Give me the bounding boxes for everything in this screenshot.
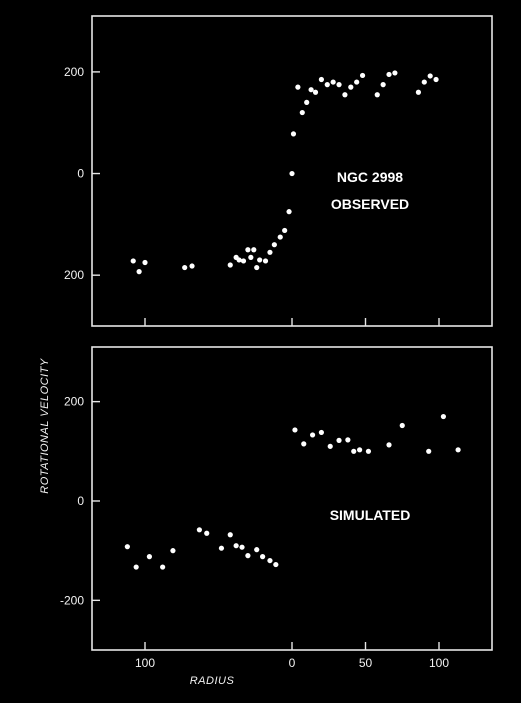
data-point (348, 84, 354, 90)
data-point (421, 79, 427, 85)
data-point (440, 413, 447, 420)
data-point (336, 82, 342, 88)
data-point (374, 92, 380, 98)
data-point (290, 131, 297, 137)
y-tick-label: 200 (64, 395, 84, 409)
data-point (133, 564, 139, 570)
data-point (273, 561, 279, 568)
x-axis-label: RADIUS (190, 675, 235, 687)
y-tick-label: 200 (64, 65, 84, 79)
data-point (236, 257, 242, 263)
data-point (227, 262, 233, 268)
data-point (196, 527, 202, 533)
data-point (204, 530, 210, 536)
data-point (327, 443, 333, 449)
data-point (260, 554, 266, 560)
y-tick-label: 200 (64, 268, 84, 282)
data-point (399, 422, 405, 429)
data-point (386, 442, 392, 448)
data-point (433, 76, 439, 83)
data-point (267, 249, 273, 255)
data-point (380, 82, 386, 88)
data-point (336, 437, 342, 443)
plot-frame (91, 346, 493, 651)
data-point (359, 72, 366, 79)
data-point (218, 545, 225, 551)
data-point (189, 263, 195, 269)
data-point (354, 79, 360, 85)
data-point (386, 71, 392, 78)
data-point (299, 109, 305, 116)
simulated-panel: 200 0 -200 100 0 50 100 SIMULATED (60, 346, 493, 670)
y-tick-label: 0 (77, 167, 84, 181)
data-point (289, 170, 295, 177)
data-point (309, 432, 316, 438)
data-point (254, 264, 260, 271)
data-point (427, 73, 433, 79)
data-point (170, 548, 176, 554)
data-point (245, 553, 251, 559)
data-point (277, 234, 283, 240)
data-point (455, 447, 461, 453)
data-point (182, 264, 188, 271)
data-point (248, 254, 254, 260)
data-point (146, 554, 153, 560)
data-point (318, 429, 324, 436)
data-point (318, 76, 324, 83)
data-point (262, 258, 269, 264)
data-point (142, 259, 148, 266)
data-point (136, 269, 142, 275)
data-point (312, 89, 319, 95)
data-point (286, 209, 292, 215)
data-point (330, 79, 336, 85)
x-tick-label: 100 (429, 656, 449, 670)
y-tick-label: -200 (60, 593, 84, 607)
data-point (124, 544, 130, 550)
chart-annotation: NGC 2998 (337, 169, 403, 185)
data-point (392, 70, 398, 76)
y-axis-label: ROTATIONAL VELOCITY (39, 358, 51, 494)
data-point (271, 242, 277, 248)
data-point (345, 437, 351, 443)
data-point (301, 441, 307, 447)
data-point (251, 247, 257, 253)
data-point (267, 557, 273, 564)
data-point (357, 447, 363, 453)
data-point (130, 258, 136, 264)
data-point (365, 448, 372, 454)
data-point (233, 543, 239, 549)
x-tick-label: 0 (289, 656, 296, 670)
data-point (282, 227, 288, 234)
data-point (160, 564, 166, 570)
chart-annotation: OBSERVED (331, 196, 409, 212)
data-point (342, 92, 348, 98)
data-point (245, 247, 251, 253)
data-point (308, 87, 314, 93)
data-point (426, 448, 432, 454)
data-point (240, 258, 247, 264)
observed-panel: 200 0 200 NGC 2998 OBSERVED (64, 15, 493, 327)
x-tick-label: 50 (359, 656, 373, 670)
data-point (295, 84, 301, 90)
x-tick-label: 100 (135, 656, 155, 670)
data-point (254, 547, 260, 553)
chart-annotation: SIMULATED (330, 507, 411, 523)
data-point (351, 448, 357, 454)
data-point (292, 427, 298, 433)
data-point (257, 257, 263, 263)
data-point (239, 544, 245, 550)
y-tick-label: 0 (77, 494, 84, 508)
data-point (324, 82, 330, 88)
data-point (415, 89, 422, 95)
data-point (304, 99, 310, 105)
data-point (227, 532, 233, 538)
